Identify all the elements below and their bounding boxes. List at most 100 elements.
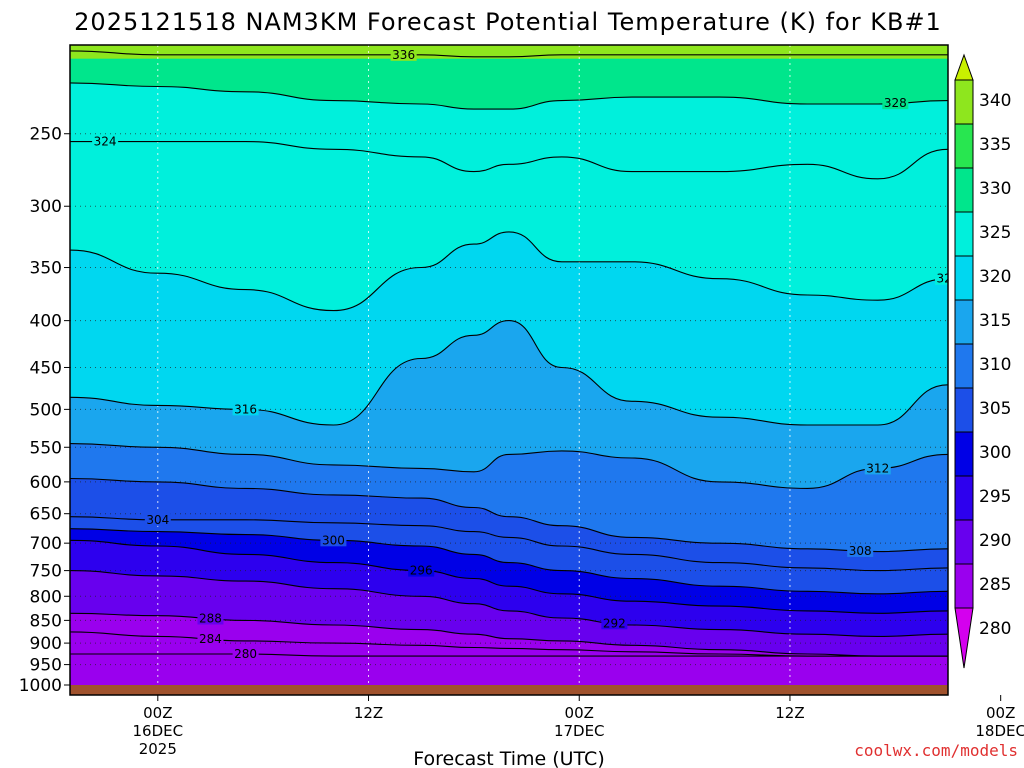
colorbar-swatch-8	[954, 431, 974, 477]
contour-label-324: 324	[94, 135, 117, 149]
colorbar-swatch-4	[954, 255, 974, 301]
colorbar-swatch-9	[954, 475, 974, 521]
contour-label-284: 284	[199, 632, 222, 646]
colorbar-label-285: 285	[979, 575, 1011, 595]
contour-308	[70, 477, 948, 553]
contour-label-bg-328	[882, 96, 909, 110]
contour-label-bg-288	[197, 611, 224, 625]
contour-324	[70, 141, 948, 180]
colorbar-swatch-0	[954, 79, 974, 125]
colorbar-swatch-3	[954, 211, 974, 257]
contour-label-280: 280	[234, 647, 257, 661]
colorbar-swatch-5	[954, 299, 974, 345]
colorbar-swatch-7	[954, 387, 974, 433]
colorbar: 340 335 330 325 320 315 310 305 300 295 290 285 280	[954, 53, 1011, 669]
colorbar-label-280: 280	[979, 619, 1011, 639]
colorbar-swatch-6	[954, 343, 974, 389]
y-axis: 250 300 350 400 450 500 550 600 650 700 750 800 850 9…	[19, 125, 70, 696]
colorbar-label-335: 335	[979, 135, 1011, 155]
contour-300	[70, 528, 948, 595]
contour-label-bg-316	[232, 402, 259, 416]
y-tick-label-450: 450	[30, 358, 62, 378]
contour-label-bg-292	[601, 616, 628, 630]
y-tick-label-850: 850	[30, 611, 62, 631]
colorbar-bottom-arrow	[954, 607, 974, 669]
y-tick-label-650: 650	[30, 505, 62, 525]
grid-lines	[70, 45, 1002, 685]
contour-label-bg-308	[847, 543, 874, 557]
y-tick-label-300: 300	[30, 197, 62, 217]
contour-label-bg-320	[935, 271, 948, 285]
contour-292	[70, 570, 948, 637]
y-tick-label-1000: 1000	[19, 676, 62, 696]
colorbar-label-300: 300	[979, 443, 1011, 463]
y-tick-label-700: 700	[30, 534, 62, 554]
colorbar-label-330: 330	[979, 179, 1011, 199]
colorbar-label-290: 290	[979, 531, 1011, 551]
colorbar-label-315: 315	[979, 311, 1011, 331]
x-tick-label-0-0: 00Z	[143, 704, 172, 722]
chart-title: 2025121518 NAM3KM Forecast Potential Tem…	[74, 8, 942, 36]
contour-label-320: 320	[937, 272, 960, 286]
x-tick-label-24-0: 00Z	[565, 704, 594, 722]
contour-336	[70, 50, 948, 58]
x-tick-label-24-1: 17DEC	[554, 722, 605, 740]
x-tick-label-12-0: 12Z	[354, 704, 383, 722]
colorbar-swatch-1	[954, 123, 974, 169]
contour-312	[70, 443, 948, 489]
y-tick-label-950: 950	[30, 656, 62, 676]
contour-label-288: 288	[199, 611, 222, 625]
x-axis-label: Forecast Time (UTC)	[413, 748, 604, 768]
contour-label-bg-304	[144, 512, 171, 526]
contour-label-bg-280	[232, 646, 259, 660]
contour-304	[70, 516, 948, 572]
ground-bar	[70, 685, 948, 695]
y-tick-label-250: 250	[30, 125, 62, 145]
colorbar-label-320: 320	[979, 267, 1011, 287]
colorbar-top-arrow	[954, 53, 974, 81]
contour-label-bg-296	[408, 563, 435, 577]
colorbar-swatch-11	[954, 563, 974, 609]
contour-328	[70, 82, 948, 110]
colorbar-label-305: 305	[979, 399, 1011, 419]
plot-area	[70, 45, 948, 685]
y-tick-label-600: 600	[30, 473, 62, 493]
x-tick-label-48-1: 18DEC	[975, 722, 1024, 740]
contour-label-296: 296	[410, 564, 433, 578]
y-tick-label-900: 900	[30, 634, 62, 654]
contour-288	[70, 612, 948, 657]
credit-link[interactable]: coolwx.com/models	[854, 741, 1018, 760]
colorbar-label-295: 295	[979, 487, 1011, 507]
contour-label-304: 304	[146, 513, 169, 527]
y-tick-label-800: 800	[30, 587, 62, 607]
y-tick-label-750: 750	[30, 562, 62, 582]
colorbar-swatch-2	[954, 167, 974, 213]
x-tick-label-48-0: 00Z	[986, 704, 1015, 722]
contour-label-312: 312	[866, 461, 889, 475]
y-tick-label-550: 550	[30, 438, 62, 458]
contour-label-bg-312	[864, 461, 891, 475]
contour-label-bg-300	[320, 533, 347, 547]
contour-label-308: 308	[849, 544, 872, 558]
contour-label-336: 336	[392, 48, 415, 62]
contour-320	[70, 231, 948, 312]
contour-label-bg-336	[390, 47, 417, 61]
fill-band-328	[70, 45, 948, 110]
y-tick-label-500: 500	[30, 400, 62, 420]
colorbar-label-340: 340	[979, 91, 1011, 111]
x-tick-label-0-2: 2025	[139, 740, 177, 758]
x-tick-label-0-1: 16DEC	[133, 722, 184, 740]
y-tick-label-400: 400	[30, 312, 62, 332]
contour-lines: 280 284 288 292 296 300 304 308 312 316 320 324 328 3…	[70, 47, 960, 661]
contour-284	[70, 631, 948, 657]
contour-label-bg-324	[92, 134, 119, 148]
x-tick-label-36-0: 12Z	[775, 704, 804, 722]
contour-296	[70, 539, 948, 614]
contour-label-316: 316	[234, 402, 257, 416]
colorbar-swatch-10	[954, 519, 974, 565]
colorbar-label-310: 310	[979, 355, 1011, 375]
contour-label-bg-284	[197, 632, 224, 646]
contour-label-300: 300	[322, 533, 345, 547]
